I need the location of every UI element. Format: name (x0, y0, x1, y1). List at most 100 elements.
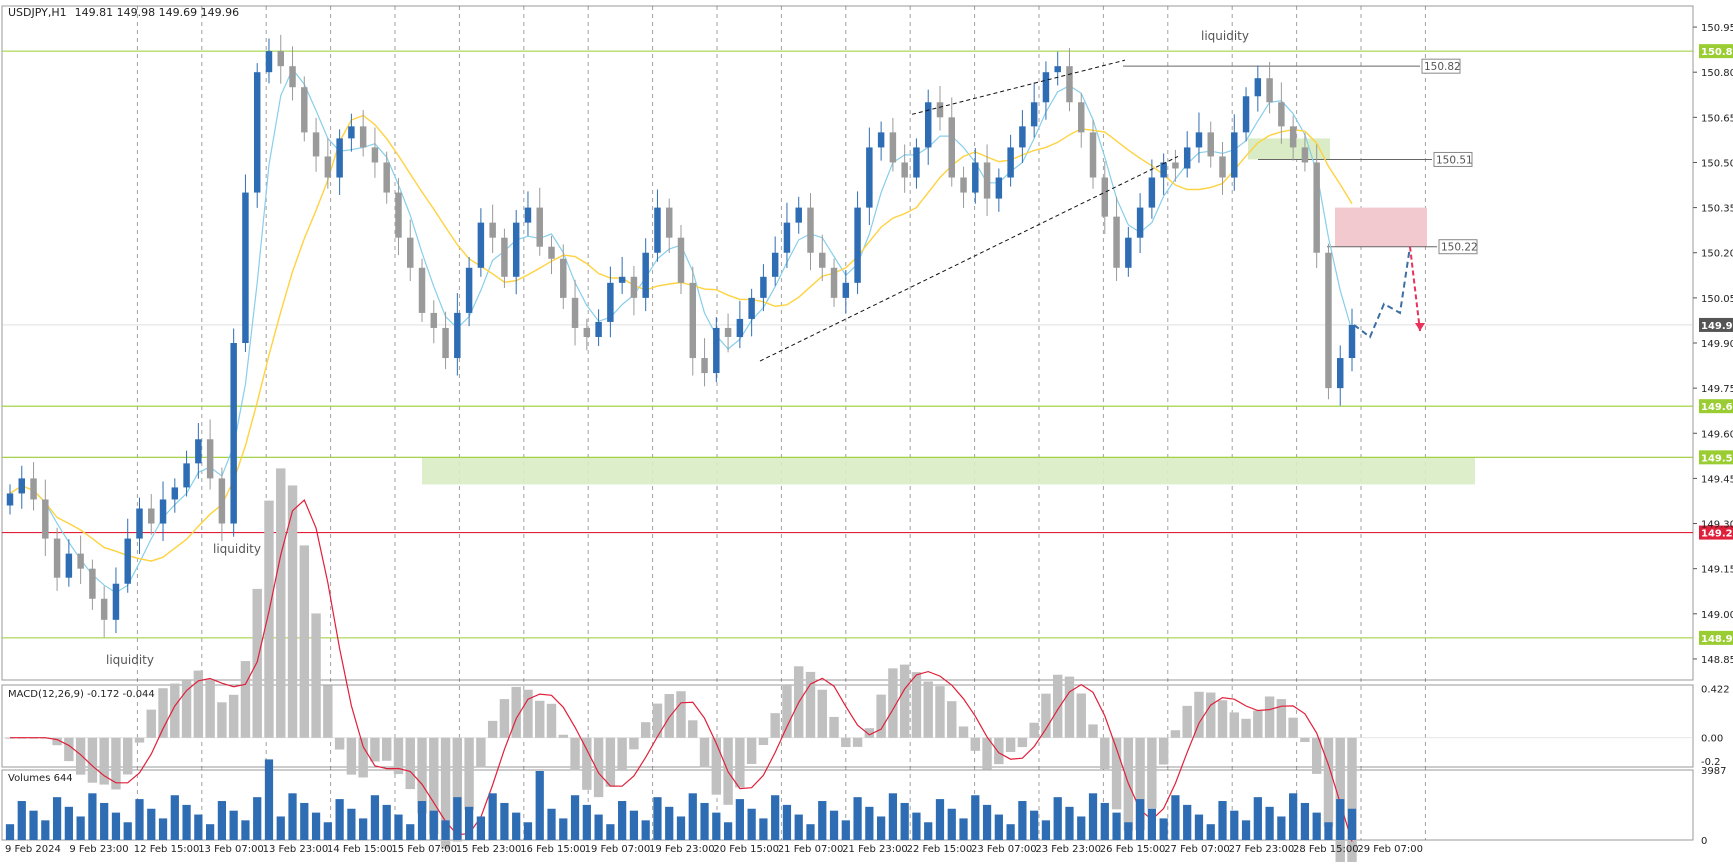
macd-histogram-bar (111, 737, 121, 790)
candle-body (112, 583, 120, 620)
volume-bar (1241, 820, 1251, 840)
candle-body (206, 439, 214, 479)
candle-body (512, 222, 520, 277)
candle-body (583, 327, 591, 337)
volume-bar (841, 820, 850, 840)
candle-body (736, 318, 744, 337)
volume-bar (1018, 801, 1027, 840)
candle-body (195, 439, 202, 464)
macd-histogram-bar (1029, 722, 1039, 738)
candle-body (42, 499, 49, 539)
macd-histogram-bar (1041, 693, 1051, 738)
volume-bar (1053, 797, 1062, 840)
volume-bar (1277, 816, 1286, 840)
macd-histogram-bar (699, 737, 710, 768)
x-tick-label: 9 Feb 2024 (5, 844, 61, 855)
macd-histogram-bar (1052, 674, 1063, 738)
volume-bar (194, 814, 203, 840)
volume-bar (688, 793, 697, 840)
x-tick-label: 9 Feb 23:00 (69, 844, 128, 855)
candle-body (983, 162, 991, 199)
volume-bar (829, 810, 839, 840)
x-tick-label: 21 Feb 23:00 (842, 844, 908, 855)
macd-histogram-bar (476, 737, 486, 768)
macd-histogram-bar (346, 737, 357, 775)
candle-body (289, 66, 296, 88)
candle-body (960, 177, 967, 193)
macd-histogram-bar (299, 545, 310, 738)
macd-histogram-bar (1135, 737, 1145, 831)
macd-histogram-bar (1264, 696, 1275, 738)
candle-body (654, 207, 661, 253)
liquidity-label-top: liquidity (1201, 29, 1249, 43)
macd-histogram-bar (1100, 737, 1110, 770)
y-tick-label: 149.90 (1701, 339, 1733, 350)
volume-bar (170, 795, 179, 840)
macd-histogram-bar (970, 737, 981, 751)
x-tick-label: 16 Feb 15:00 (520, 844, 586, 855)
candle-body (1278, 102, 1285, 127)
macd-histogram-bar (888, 668, 898, 738)
macd-histogram-bar (829, 716, 839, 738)
candle-body (807, 207, 814, 253)
x-tick-label: 23 Feb 23:00 (1035, 844, 1101, 855)
volume-bar (500, 802, 509, 840)
axis-price-tag (1699, 317, 1733, 332)
candle-body (1325, 252, 1332, 389)
volume-bar (1065, 806, 1074, 840)
volume-bar (1300, 802, 1310, 840)
candle-body (1125, 237, 1132, 268)
candle-body (265, 51, 273, 73)
x-tick-label: 20 Feb 15:00 (713, 844, 779, 855)
y-tick-label: 149.15 (1701, 565, 1733, 576)
volume-bar (382, 804, 391, 840)
macd-histogram-bar (1253, 710, 1263, 738)
candle-body (501, 237, 508, 277)
candle-body (866, 147, 873, 208)
candle-body (1160, 162, 1167, 178)
axis-price-tag-label: 149.96 (1701, 321, 1733, 332)
macd-histogram-bar (158, 688, 168, 738)
candle-body (677, 237, 685, 283)
macd-histogram-bar (240, 661, 251, 738)
candle-body (1113, 216, 1120, 268)
macd-histogram-bar (311, 613, 321, 738)
candle-body (595, 321, 602, 337)
volume-bar (406, 824, 415, 840)
macd-histogram-bar (746, 737, 757, 764)
macd-histogram-bar (75, 737, 86, 775)
forecast-arrow-head (1415, 322, 1425, 331)
candle-body (324, 156, 332, 178)
volume-bar (1147, 808, 1156, 840)
macd-histogram-bar (617, 737, 627, 771)
macd-histogram-bar (876, 694, 886, 738)
candle-body (230, 343, 237, 524)
volume-bar (123, 822, 132, 840)
candle-body (854, 207, 861, 283)
volume-bar (217, 801, 227, 840)
volume-bar (76, 816, 85, 840)
volume-bar (523, 822, 533, 840)
volume-bar (947, 808, 956, 840)
macd-histogram-bar (1158, 737, 1169, 765)
macd-pane-frame (1, 684, 1694, 768)
macd-histogram-bar (99, 737, 109, 785)
axis-price-tag (1699, 525, 1733, 540)
macd-histogram-bar (676, 691, 686, 738)
y-tick-label: 150.65 (1701, 113, 1733, 124)
macd-histogram-bar (405, 737, 415, 790)
macd-histogram-bar (87, 737, 98, 783)
candle-body (348, 126, 355, 139)
candle-body (1348, 324, 1356, 359)
macd-histogram-bar (711, 737, 722, 795)
macd-histogram-bar (652, 703, 663, 738)
macd-histogram-bar (1241, 718, 1251, 738)
volume-bar (1112, 812, 1121, 840)
macd-histogram-bar (52, 737, 62, 746)
x-tick-label: 19 Feb 23:00 (649, 844, 715, 855)
volume-bar (100, 802, 109, 840)
x-tick-label: 27 Feb 23:00 (1229, 844, 1295, 855)
y-tick-label: 150.20 (1701, 249, 1733, 260)
zone-supply (1335, 207, 1427, 247)
